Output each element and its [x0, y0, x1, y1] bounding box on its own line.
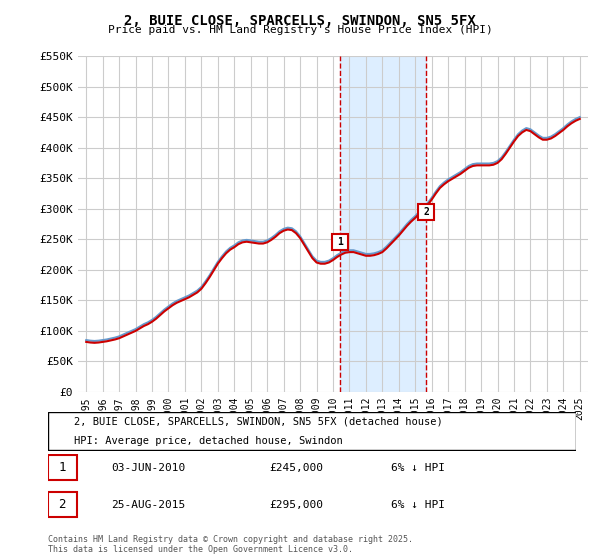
FancyBboxPatch shape: [48, 455, 77, 480]
Text: £245,000: £245,000: [270, 463, 324, 473]
Text: HPI: Average price, detached house, Swindon: HPI: Average price, detached house, Swin…: [74, 436, 343, 446]
Text: 6% ↓ HPI: 6% ↓ HPI: [391, 500, 445, 510]
Text: 2: 2: [423, 207, 429, 217]
Text: Contains HM Land Registry data © Crown copyright and database right 2025.
This d: Contains HM Land Registry data © Crown c…: [48, 535, 413, 554]
Text: 6% ↓ HPI: 6% ↓ HPI: [391, 463, 445, 473]
Text: £295,000: £295,000: [270, 500, 324, 510]
Text: 2, BUIE CLOSE, SPARCELLS, SWINDON, SN5 5FX: 2, BUIE CLOSE, SPARCELLS, SWINDON, SN5 5…: [124, 14, 476, 28]
Text: 2, BUIE CLOSE, SPARCELLS, SWINDON, SN5 5FX (detached house): 2, BUIE CLOSE, SPARCELLS, SWINDON, SN5 5…: [74, 417, 443, 426]
Text: 2: 2: [59, 498, 66, 511]
Bar: [340, 56, 426, 392]
FancyBboxPatch shape: [48, 492, 77, 517]
FancyBboxPatch shape: [48, 412, 576, 450]
Text: 25-AUG-2015: 25-AUG-2015: [112, 500, 185, 510]
Text: 03-JUN-2010: 03-JUN-2010: [112, 463, 185, 473]
Text: 1: 1: [59, 461, 66, 474]
Text: Price paid vs. HM Land Registry's House Price Index (HPI): Price paid vs. HM Land Registry's House …: [107, 25, 493, 35]
Text: 1: 1: [337, 237, 343, 248]
